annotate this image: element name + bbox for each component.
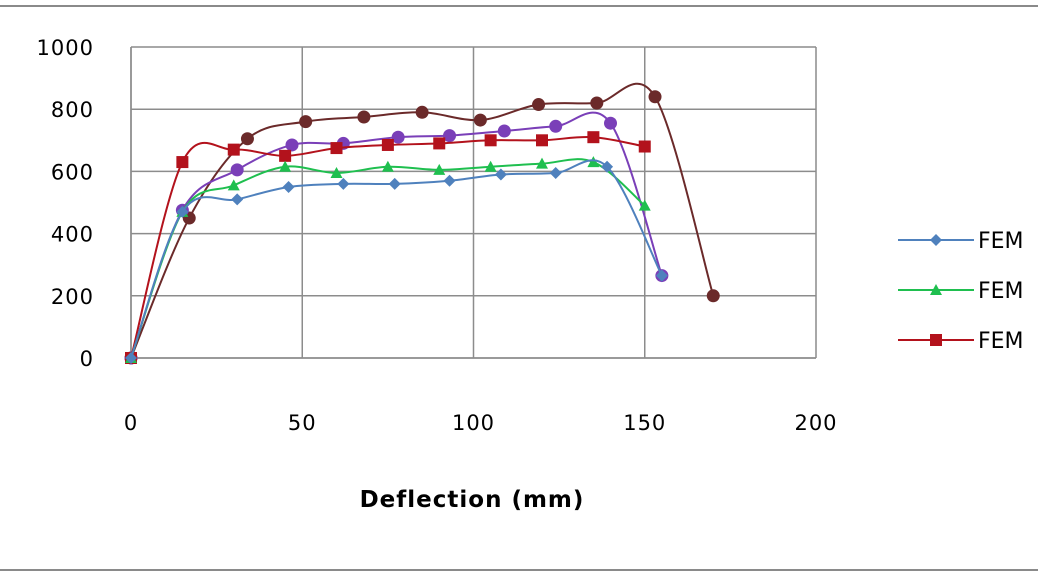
data-point	[443, 174, 456, 187]
axes	[125, 47, 816, 364]
series-1	[125, 156, 651, 363]
data-point	[282, 180, 295, 193]
data-point	[494, 168, 507, 181]
data-point	[279, 160, 292, 172]
data-point	[604, 116, 617, 130]
data-point	[601, 160, 614, 173]
series-3	[124, 111, 669, 365]
data-point	[330, 166, 343, 178]
data-point	[930, 334, 942, 346]
data-point	[484, 134, 497, 147]
data-point	[473, 113, 487, 127]
series-0	[125, 159, 668, 364]
legend: FEM FEM FEM	[898, 229, 1024, 354]
data-point	[484, 160, 497, 172]
x-tick-label: 200	[794, 411, 837, 435]
data-point	[337, 177, 350, 190]
y-tick-label: 0	[80, 347, 94, 371]
x-tick-label: 100	[452, 411, 495, 435]
x-tick-label: 150	[623, 411, 666, 435]
data-point	[279, 149, 292, 162]
data-point	[415, 105, 429, 119]
y-tick-label: 600	[51, 160, 94, 184]
legend-label: FEM	[978, 329, 1024, 354]
data-point	[590, 96, 604, 110]
data-point	[443, 129, 457, 143]
data-point	[532, 98, 546, 112]
data-point	[497, 124, 511, 138]
data-point	[433, 163, 446, 175]
data-point	[587, 156, 600, 168]
legend-item: FEM	[898, 279, 1024, 304]
data-point	[536, 134, 548, 147]
data-point	[285, 138, 299, 152]
data-point	[176, 156, 189, 169]
data-point	[638, 199, 651, 211]
y-tick-label: 200	[51, 285, 94, 309]
data-point	[587, 131, 600, 144]
data-point	[240, 132, 254, 146]
data-point	[549, 166, 562, 179]
data-point	[227, 143, 240, 156]
legend-label: FEM	[978, 229, 1024, 254]
series-group	[124, 82, 720, 365]
x-tick-label: 50	[288, 411, 317, 435]
legend-item: FEM	[898, 329, 1024, 354]
legend-label: FEM	[978, 279, 1024, 304]
y-tick-label: 400	[51, 223, 94, 247]
data-point	[227, 179, 240, 191]
data-point	[231, 193, 244, 206]
data-point	[638, 140, 651, 153]
data-point	[655, 269, 668, 282]
data-point	[536, 157, 548, 169]
data-point	[706, 289, 720, 303]
x-tick-label: 0	[124, 411, 138, 435]
data-point	[549, 119, 563, 133]
legend-item: FEM	[898, 229, 1024, 254]
grid-lines	[130, 46, 817, 359]
y-tick-label: 1000	[37, 36, 94, 60]
series-line	[130, 158, 646, 359]
data-point	[381, 138, 394, 151]
data-point	[357, 110, 371, 124]
y-tick-label: 800	[51, 98, 94, 122]
series-4	[124, 82, 720, 365]
data-point	[930, 284, 942, 295]
data-point	[230, 163, 244, 177]
series-line	[130, 82, 715, 359]
x-axis-title: Deflection (mm)	[360, 487, 585, 513]
data-point	[391, 130, 405, 144]
data-point	[330, 142, 343, 155]
data-point	[176, 205, 189, 218]
data-point	[125, 352, 137, 364]
data-point	[930, 234, 942, 246]
tick-labels: 0 200 400 600 800 1000 0 50 100 150 200	[37, 36, 837, 435]
data-point	[388, 177, 401, 190]
data-point	[381, 160, 394, 172]
series-line	[130, 111, 663, 359]
data-point	[299, 115, 313, 129]
data-point	[433, 137, 446, 150]
data-point	[648, 90, 662, 104]
